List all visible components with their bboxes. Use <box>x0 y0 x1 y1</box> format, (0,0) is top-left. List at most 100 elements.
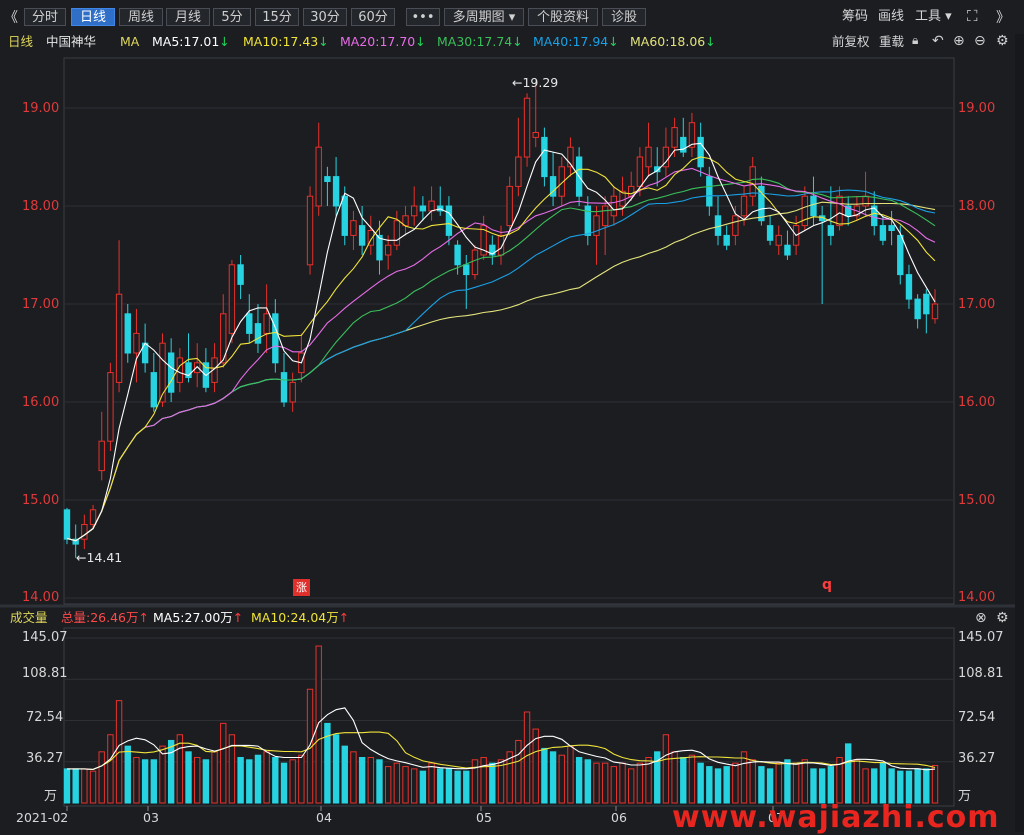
settings-icon[interactable]: ⚙ <box>996 33 1009 49</box>
candle-body <box>411 205 418 217</box>
volume-bar <box>523 711 531 804</box>
tab-15min[interactable]: 15分 <box>255 8 299 26</box>
candle-body <box>393 220 401 246</box>
candle-body <box>584 205 591 236</box>
candle-body <box>549 176 557 197</box>
volume-bar <box>784 759 791 804</box>
volume-bar <box>541 747 548 804</box>
price-tick-left: 14.00 <box>22 590 60 605</box>
undo-icon[interactable]: ↶ <box>932 33 944 49</box>
draw-line-button[interactable]: 画线 <box>878 9 905 24</box>
price-tick-right: 15.00 <box>958 493 996 508</box>
candle-body <box>558 166 565 197</box>
volume-bar <box>194 757 201 804</box>
reload-button[interactable]: 重载 <box>879 34 905 49</box>
candle-body <box>272 313 279 364</box>
ma10-line <box>66 156 936 542</box>
candle-body <box>358 225 366 246</box>
date-tick: 05 <box>476 810 492 825</box>
tab-daily[interactable]: 日线 <box>71 8 115 26</box>
kline-chart[interactable] <box>0 34 1015 830</box>
candle-body <box>176 357 184 383</box>
tab-intraday[interactable]: 分时 <box>24 8 66 26</box>
candle-body <box>680 136 687 153</box>
expand-right-icon[interactable]: 》 <box>996 10 1010 26</box>
event-marker[interactable]: q <box>822 577 833 593</box>
volume-bar <box>63 768 71 804</box>
volume-bar <box>220 722 227 804</box>
volume-bar <box>558 754 565 804</box>
limit-up-badge[interactable]: 涨 <box>293 579 310 596</box>
candle-body <box>749 166 756 197</box>
side-panel-edge <box>1015 34 1024 832</box>
volume-bar <box>836 757 843 804</box>
chips-button[interactable]: 筹码 <box>842 9 869 24</box>
candle-body <box>246 313 253 334</box>
price-tick-right: 14.00 <box>958 590 996 605</box>
volume-tick-left: 108.81 <box>22 666 68 681</box>
close-icon[interactable]: ⊗ <box>975 610 987 626</box>
volume-bar <box>376 759 383 804</box>
multi-period-dropdown[interactable]: 多周期图 ▾ <box>444 8 524 26</box>
candle-body <box>81 524 88 540</box>
lock-icon[interactable]: 🔒︎ <box>912 33 919 47</box>
candle-body <box>766 225 774 241</box>
volume-bar <box>480 757 487 804</box>
volume-bar <box>532 728 539 804</box>
candle-body <box>72 538 79 545</box>
candle-body <box>523 97 531 158</box>
price-tick-right: 16.00 <box>958 395 996 410</box>
zoom-out-icon[interactable]: ⊖ <box>974 33 986 49</box>
volume-bar <box>298 754 305 804</box>
candle-body <box>445 205 453 236</box>
candle-body <box>532 132 539 138</box>
volume-unit-left: 万 <box>44 789 58 804</box>
candle-body <box>905 274 913 300</box>
volume-settings-icon[interactable]: ⚙ <box>996 610 1009 626</box>
price-tick-left: 19.00 <box>22 101 60 116</box>
volume-bar <box>549 751 557 804</box>
tab-monthly[interactable]: 月线 <box>166 8 210 26</box>
date-tick: 2021-02 <box>16 810 69 825</box>
tab-60min[interactable]: 60分 <box>351 8 395 26</box>
ma-label[interactable]: MA <box>120 34 140 49</box>
candle-body <box>384 244 392 256</box>
candle-body <box>914 298 921 320</box>
volume-bar <box>714 768 722 804</box>
candle-body <box>662 146 670 168</box>
volume-bar <box>593 762 600 804</box>
collapse-left-icon[interactable]: 《 <box>4 10 18 26</box>
volume-bar <box>167 739 175 804</box>
toolbar: 《 分时 日线 周线 月线 5分 15分 30分 60分 ••• 多周期图 ▾ … <box>0 0 1024 34</box>
candle-body <box>107 372 114 442</box>
volume-tick-left: 145.07 <box>22 630 68 645</box>
volume-bar <box>497 759 505 804</box>
adjust-mode[interactable]: 前复权 <box>832 34 870 49</box>
tools-dropdown[interactable]: 工具 ▾ <box>915 9 952 24</box>
more-button[interactable]: ••• <box>406 8 440 26</box>
candle-body <box>784 244 791 256</box>
fullscreen-icon[interactable]: ⛶ <box>967 7 978 25</box>
volume-bar <box>515 739 522 804</box>
tab-5min[interactable]: 5分 <box>213 8 251 26</box>
volume-bar <box>159 745 166 804</box>
stock-profile-button[interactable]: 个股资料 <box>528 8 598 26</box>
volume-bar <box>758 766 765 804</box>
volume-bar <box>393 762 401 804</box>
candle-body <box>289 381 296 403</box>
candle-body <box>159 342 166 403</box>
high-marker: ←19.29 <box>512 75 559 90</box>
tab-30min[interactable]: 30分 <box>303 8 347 26</box>
zoom-in-icon[interactable]: ⊕ <box>953 33 965 49</box>
volume-bar <box>723 766 730 804</box>
diagnose-button[interactable]: 诊股 <box>602 8 646 26</box>
volume-bar <box>437 768 444 804</box>
volume-bar <box>367 757 374 804</box>
ma10-value: MA10:17.43↓ <box>243 34 329 49</box>
tab-weekly[interactable]: 周线 <box>119 8 163 26</box>
volume-bar <box>81 768 88 804</box>
volume-bar <box>810 768 817 804</box>
volume-bar <box>905 770 913 804</box>
ma-legend: 日线 中国神华 MA MA5:17.01↓ MA10:17.43↓ MA20:1… <box>0 34 1015 50</box>
volume-tick-left: 72.54 <box>26 710 64 725</box>
